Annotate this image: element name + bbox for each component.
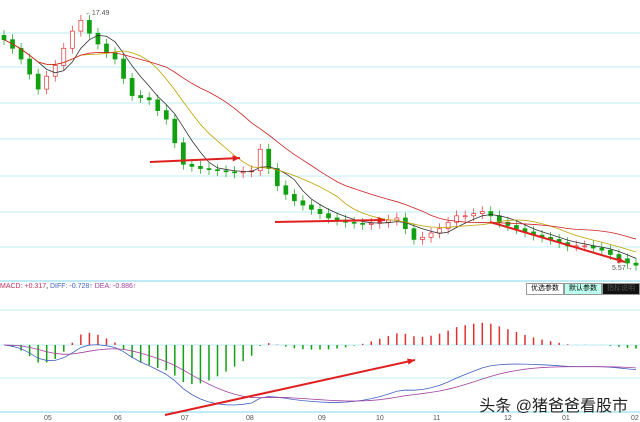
candle (215, 169, 220, 172)
candle (283, 185, 289, 195)
default-params-button[interactable]: 默认参数 (564, 283, 602, 295)
candle (309, 204, 314, 210)
x-tick-label: 02 (631, 415, 639, 422)
candle (138, 95, 143, 99)
candle (257, 148, 263, 172)
candle (121, 58, 126, 79)
candle (625, 258, 630, 264)
candle (514, 225, 519, 230)
watermark: 头条 @猪爸爸看股市 (479, 398, 628, 415)
annotation-arrow (274, 219, 386, 223)
candle (274, 168, 280, 187)
dea-value: DEA: -0.886↑ (94, 283, 137, 290)
candle (1, 35, 7, 41)
indicator-help-button[interactable]: 指标说明 (602, 283, 640, 295)
candle (385, 219, 391, 223)
annotation-arrow (149, 157, 241, 163)
candle (445, 221, 451, 230)
indicator-buttons: 优选参数 默认参数 指标说明 (526, 283, 640, 295)
candle (52, 65, 58, 77)
arrowhead-icon (407, 358, 415, 365)
candle (69, 30, 75, 49)
candle (411, 228, 417, 240)
arrowhead-icon (232, 155, 240, 162)
candle (104, 43, 109, 53)
x-tick-label: 12 (504, 415, 512, 422)
candle (240, 171, 246, 174)
candle (428, 232, 434, 238)
ma20-line (3, 39, 637, 240)
candle (608, 249, 613, 255)
annotation-arrow (489, 221, 626, 263)
candle (172, 118, 178, 144)
optimal-params-button[interactable]: 优选参数 (526, 283, 564, 295)
x-tick-label: 11 (433, 415, 440, 422)
candle (223, 170, 229, 173)
candle (360, 222, 366, 225)
macd-value: MACD: +0.317 (0, 283, 47, 290)
candle (300, 200, 306, 206)
candle (351, 221, 357, 224)
candle (599, 247, 605, 251)
candle (462, 215, 468, 218)
x-tick-label: 09 (318, 415, 326, 422)
max-price-label: ←17.49 (85, 10, 110, 17)
candle (95, 32, 101, 45)
candle (44, 75, 50, 90)
candle (368, 222, 374, 225)
candle (181, 142, 186, 165)
x-tick-label: 01 (562, 415, 570, 422)
dea-line (3, 344, 637, 402)
candle (61, 47, 67, 66)
candle (35, 73, 41, 90)
candle (189, 163, 195, 167)
candle (420, 236, 425, 240)
candle (155, 99, 161, 111)
candle (146, 97, 152, 101)
ma10-line (3, 39, 637, 253)
candle (471, 213, 477, 217)
candle (437, 228, 442, 234)
min-price-label: 5.57→ (612, 265, 633, 272)
candle (87, 20, 92, 34)
candle (266, 148, 272, 169)
candle (78, 20, 84, 32)
diff-value: DIFF: -0.728↑ (50, 283, 93, 290)
candle (206, 168, 212, 170)
candle (633, 262, 639, 266)
x-tick-label: 10 (376, 415, 384, 422)
candle (232, 171, 237, 174)
candle (129, 78, 135, 96)
candle (479, 211, 485, 215)
candle (317, 209, 323, 215)
candle (292, 193, 297, 202)
x-tick-label: 08 (246, 415, 254, 422)
x-tick-label: 07 (181, 415, 189, 422)
candle (488, 211, 494, 217)
arrowhead-icon (377, 217, 385, 224)
candle (334, 217, 340, 221)
candle (198, 166, 203, 169)
candle (326, 213, 331, 219)
x-tick-label: 06 (114, 415, 122, 422)
candle (27, 58, 32, 75)
arrowhead-icon (617, 256, 625, 263)
candle (582, 245, 588, 248)
candle (18, 47, 24, 60)
ma5-line (3, 34, 637, 259)
x-tick-label: 05 (44, 415, 52, 422)
candle (505, 221, 511, 226)
macd-readout: MACD: +0.317, DIFF: -0.728↑ DEA: -0.886↑ (0, 283, 137, 290)
diff-line (3, 344, 637, 406)
candle (163, 110, 169, 120)
candle (394, 217, 400, 221)
annotation-arrow (164, 359, 416, 416)
candle (454, 215, 459, 223)
